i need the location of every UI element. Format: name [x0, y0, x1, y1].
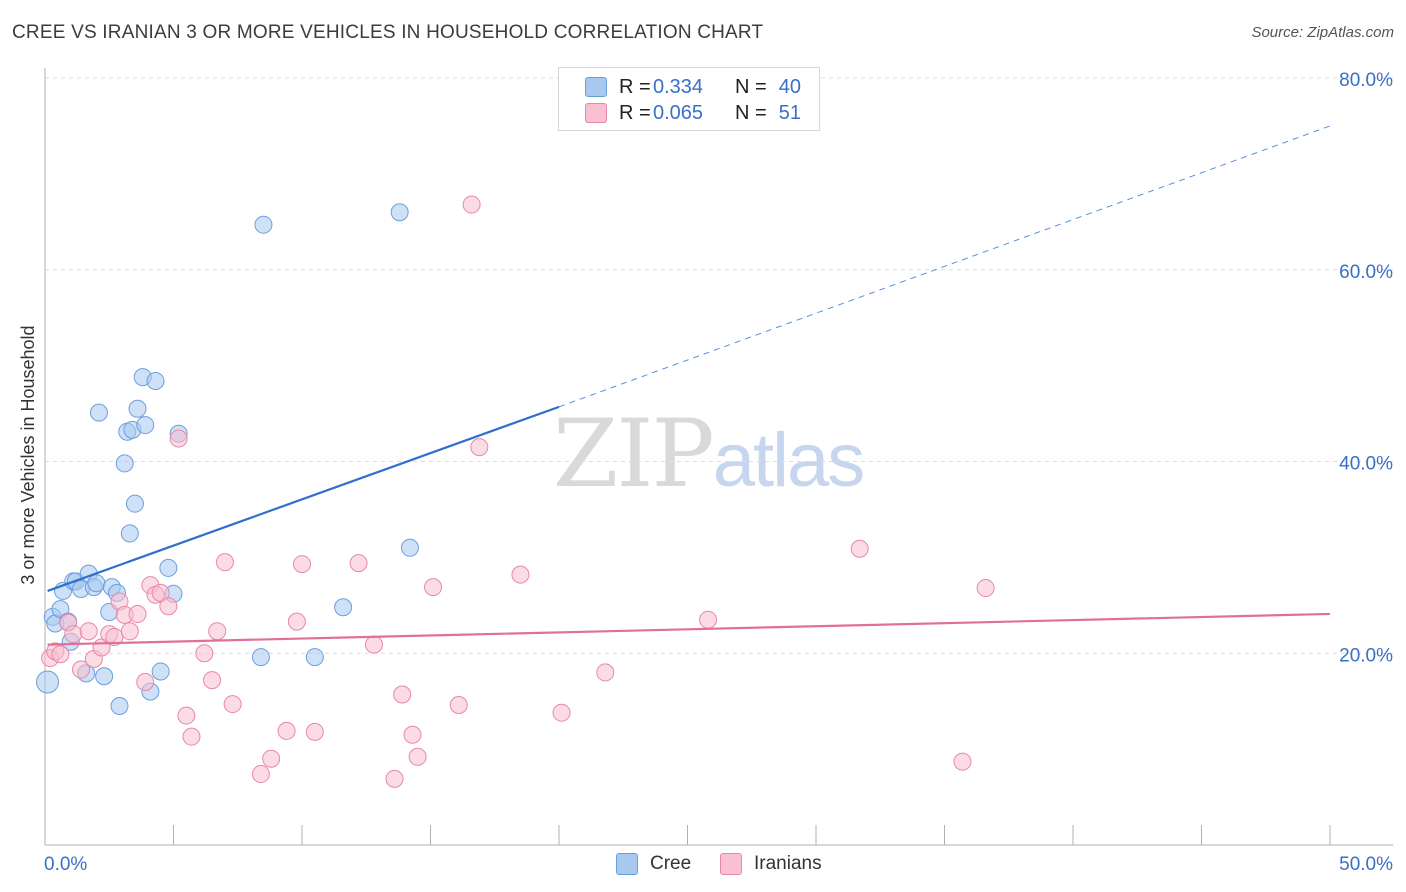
iranians-point	[293, 555, 311, 574]
legend-row-iranians: R = 0.065 N = 51	[585, 101, 801, 125]
iranians-point	[79, 622, 98, 641]
iranians-point	[385, 769, 404, 788]
iranians-point	[203, 671, 222, 690]
iranians-point	[408, 747, 427, 766]
iranians-point	[462, 195, 481, 214]
iranians-point	[251, 765, 270, 784]
iranians-point	[215, 553, 234, 572]
iranians-point	[976, 579, 995, 598]
chart-title: CREE VS IRANIAN 3 OR MORE VEHICLES IN HO…	[12, 22, 764, 43]
iranians-point	[470, 438, 489, 457]
cree-point	[254, 215, 273, 234]
iranians-point	[277, 721, 296, 740]
iranians-point	[169, 429, 188, 448]
iranians-point	[699, 610, 718, 629]
watermark-atlas: atlas	[712, 418, 866, 503]
iranians-point	[71, 660, 90, 679]
cree-point	[151, 662, 170, 681]
iranians-point	[182, 727, 201, 746]
iranians-point	[64, 625, 83, 644]
cree-point	[36, 670, 60, 694]
iranians-point	[151, 583, 170, 602]
bottom-legend-label-iranians: Iranians	[754, 853, 822, 874]
iranians-point	[195, 644, 214, 663]
legend-swatch-cree	[585, 77, 607, 97]
iranians-point	[403, 725, 422, 744]
cree-point	[125, 494, 144, 513]
stats-legend: R = 0.334 N = 40 R = 0.065 N = 51	[558, 67, 820, 131]
cree-point	[89, 403, 108, 422]
iranians-trend-line	[47, 612, 1331, 646]
iranians-point	[128, 604, 147, 623]
legend-n-label: N =	[735, 101, 767, 124]
y-tick-label: 80.0%	[1339, 70, 1393, 91]
cree-point	[146, 371, 165, 390]
x-tick-label: 50.0%	[1339, 854, 1393, 875]
source-label: Source: ZipAtlas.com	[1251, 24, 1394, 41]
legend-r-value: 0.334	[653, 75, 704, 98]
y-tick-label: 60.0%	[1339, 262, 1393, 283]
y-tick-label: 20.0%	[1339, 645, 1393, 666]
legend-r-value: 0.065	[653, 101, 704, 124]
cree-point	[400, 538, 419, 557]
cree-point	[136, 416, 155, 435]
watermark-zip: ZIP	[553, 400, 715, 509]
iranians-point	[177, 706, 196, 725]
iranians-point	[424, 578, 443, 597]
legend-r-label: R =	[619, 75, 651, 98]
legend-r-label: R =	[619, 101, 651, 124]
cree-point	[390, 203, 409, 222]
cree-point	[95, 667, 114, 686]
cree-point	[115, 454, 134, 473]
iranians-point	[51, 645, 70, 664]
legend-n-value: 51	[778, 101, 801, 124]
cree-point	[251, 648, 270, 667]
iranians-point	[364, 635, 383, 654]
cree-point	[334, 598, 353, 617]
legend-n-label: N =	[735, 75, 767, 98]
iranians-point	[349, 554, 368, 573]
cree-point	[305, 648, 324, 667]
cree-point	[120, 524, 139, 543]
bottom-legend-swatch-iranians	[720, 853, 742, 875]
iranians-point	[850, 539, 869, 558]
legend-n-value: 40	[778, 75, 801, 98]
iranians-point	[223, 695, 242, 714]
y-axis-label: 3 or more Vehicles in Household	[18, 325, 38, 584]
watermark: ZIPatlas	[553, 400, 866, 509]
legend-row-cree: R = 0.334 N = 40	[585, 75, 801, 99]
legend-swatch-iranians	[585, 103, 607, 123]
bottom-legend-label-cree: Cree	[650, 853, 692, 874]
iranians-point	[305, 722, 324, 741]
cree-point	[128, 399, 147, 418]
bottom-legend-swatch-cree	[616, 853, 638, 875]
iranians-point	[511, 565, 530, 584]
iranians-point	[953, 752, 972, 771]
iranians-point	[287, 612, 306, 631]
bottom-legend-cree: Cree	[616, 852, 691, 876]
iranians-point	[552, 703, 571, 722]
iranians-point	[393, 685, 412, 704]
x-tick-label: 0.0%	[44, 854, 87, 875]
iranians-point	[596, 663, 615, 682]
cree-point	[87, 574, 106, 593]
bottom-legend-iranians: Iranians	[720, 852, 822, 876]
cree-point	[110, 696, 129, 715]
iranians-point	[449, 696, 468, 715]
iranians-point	[208, 622, 227, 641]
iranians-point	[159, 597, 178, 616]
cree-point	[159, 558, 178, 577]
cree-trend-extension	[558, 125, 1331, 408]
iranians-point	[120, 622, 139, 641]
iranians-point	[136, 673, 155, 692]
cree-trend-line	[47, 405, 560, 592]
y-tick-label: 40.0%	[1339, 454, 1393, 475]
iranians-point	[262, 749, 281, 768]
